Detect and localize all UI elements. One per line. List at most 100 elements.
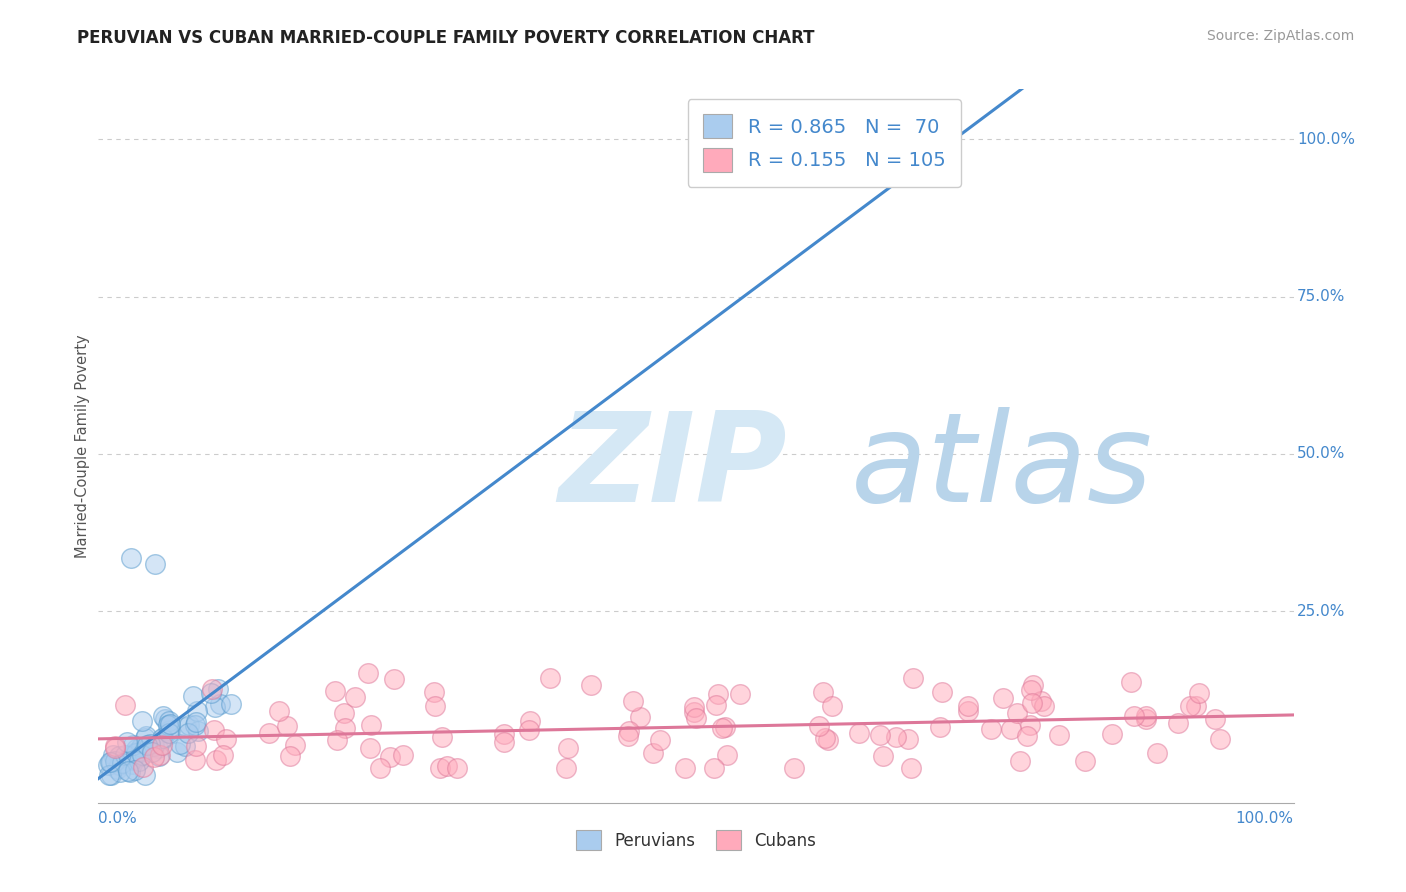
Point [131, 748, 153, 763]
Point [115, 734, 138, 748]
Point [150, 731, 173, 746]
Point [157, 726, 180, 740]
Point [121, 756, 143, 771]
Point [519, 723, 541, 737]
Point [901, 671, 924, 685]
Point [325, 684, 347, 698]
Point [104, 739, 127, 753]
Point [125, 741, 148, 756]
Point [114, 698, 136, 712]
Point [152, 738, 174, 752]
Point [557, 741, 579, 756]
Point [157, 718, 180, 732]
Point [1022, 678, 1045, 692]
Point [149, 747, 172, 762]
Point [124, 745, 146, 759]
Point [202, 723, 225, 737]
Point [122, 739, 145, 753]
Point [1021, 696, 1043, 710]
Point [98, 767, 121, 781]
Point [617, 729, 640, 743]
Text: 100.0%: 100.0% [1298, 132, 1355, 147]
Point [1123, 709, 1146, 723]
Point [897, 732, 920, 747]
Point [360, 718, 382, 732]
Point [1209, 732, 1232, 747]
Point [181, 689, 204, 703]
Point [430, 730, 453, 744]
Point [207, 681, 229, 696]
Point [1146, 746, 1168, 760]
Point [103, 747, 125, 762]
Point [1135, 708, 1157, 723]
Point [100, 767, 122, 781]
Point [267, 704, 290, 718]
Point [869, 728, 891, 742]
Point [848, 726, 870, 740]
Point [134, 767, 156, 781]
Text: ZIP: ZIP [558, 407, 787, 528]
Point [1019, 718, 1042, 732]
Point [357, 665, 380, 680]
Point [1188, 686, 1211, 700]
Point [683, 700, 706, 714]
Point [132, 744, 155, 758]
Point [1005, 706, 1028, 720]
Point [97, 757, 120, 772]
Point [215, 731, 238, 746]
Point [326, 733, 349, 747]
Point [1204, 712, 1226, 726]
Point [136, 739, 159, 753]
Point [186, 704, 208, 718]
Point [128, 749, 150, 764]
Point [1000, 722, 1022, 736]
Point [100, 755, 122, 769]
Text: PERUVIAN VS CUBAN MARRIED-COUPLE FAMILY POVERTY CORRELATION CHART: PERUVIAN VS CUBAN MARRIED-COUPLE FAMILY … [77, 29, 815, 46]
Point [436, 759, 458, 773]
Point [169, 737, 191, 751]
Point [1047, 728, 1070, 742]
Text: 50.0%: 50.0% [1298, 446, 1346, 461]
Point [156, 723, 179, 738]
Legend: Peruvians, Cubans: Peruvians, Cubans [568, 822, 824, 859]
Point [1119, 675, 1142, 690]
Point [1021, 682, 1043, 697]
Point [141, 745, 163, 759]
Point [187, 723, 209, 738]
Point [205, 753, 228, 767]
Point [104, 754, 127, 768]
Point [643, 746, 665, 760]
Point [212, 748, 235, 763]
Point [153, 713, 176, 727]
Point [143, 750, 166, 764]
Text: 75.0%: 75.0% [1298, 289, 1346, 304]
Point [148, 748, 170, 763]
Point [200, 686, 222, 700]
Point [121, 754, 143, 768]
Point [931, 685, 953, 699]
Point [685, 711, 707, 725]
Point [368, 761, 391, 775]
Point [333, 721, 356, 735]
Point [201, 681, 224, 696]
Text: Source: ZipAtlas.com: Source: ZipAtlas.com [1206, 29, 1354, 43]
Point [128, 754, 150, 768]
Point [108, 758, 131, 772]
Point [1029, 694, 1052, 708]
Point [111, 756, 134, 770]
Point [276, 719, 298, 733]
Point [1032, 699, 1054, 714]
Point [344, 690, 367, 704]
Point [808, 719, 831, 733]
Text: atlas: atlas [852, 407, 1153, 528]
Point [446, 761, 468, 775]
Point [783, 761, 806, 775]
Point [143, 739, 166, 753]
Point [821, 698, 844, 713]
Point [897, 148, 920, 162]
Point [117, 764, 139, 778]
Point [152, 731, 174, 745]
Point [360, 741, 382, 756]
Point [186, 739, 208, 753]
Point [176, 721, 198, 735]
